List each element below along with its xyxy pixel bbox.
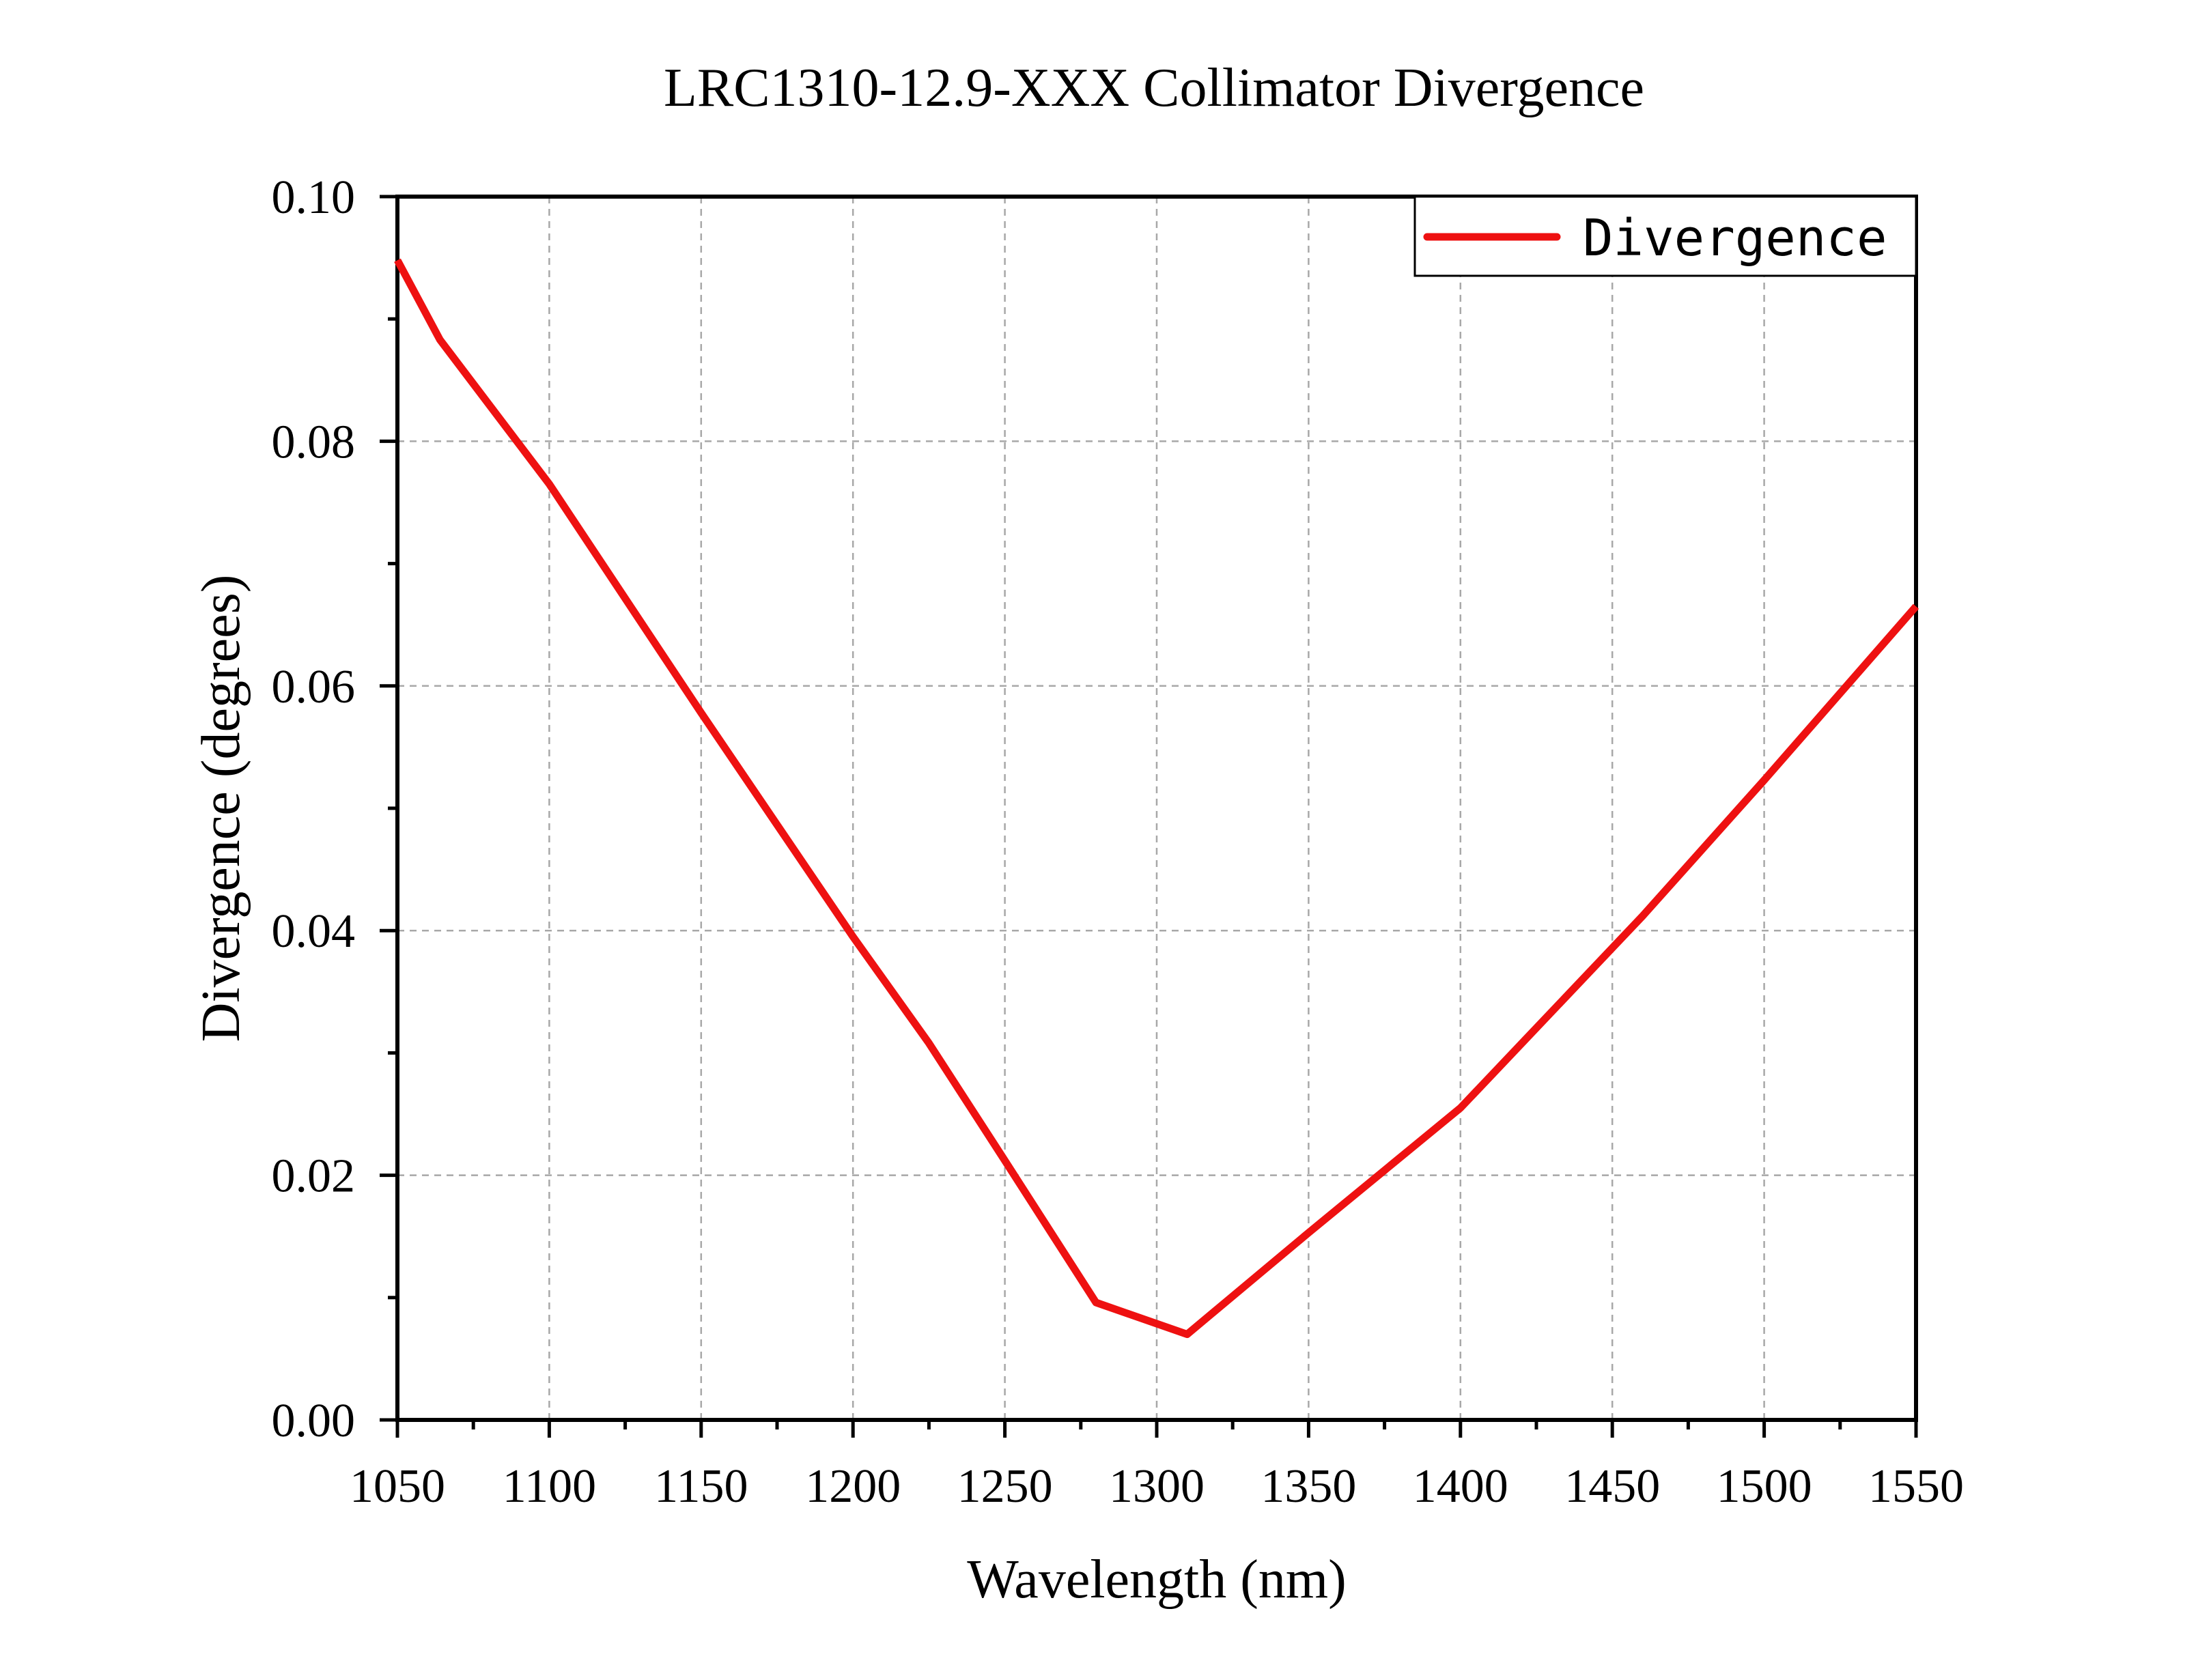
grid-lines — [397, 197, 1916, 1420]
major-ticks — [380, 195, 1918, 1438]
x-tick-label: 1300 — [1109, 1460, 1205, 1513]
x-tick-label: 1350 — [1261, 1460, 1356, 1513]
plot-frame — [395, 195, 1918, 1422]
series-layer — [394, 258, 1919, 1339]
chart-title: LRC1310-12.9-XXX Collimator Divergence — [664, 58, 1644, 118]
x-tick-label: 1250 — [957, 1460, 1053, 1513]
minor-ticks — [388, 317, 1842, 1429]
x-tick-label: 1550 — [1868, 1460, 1964, 1513]
x-tick-label: 1500 — [1717, 1460, 1812, 1513]
legend: Divergence — [1413, 195, 1917, 277]
y-tick-label: 0.00 — [272, 1395, 356, 1447]
series-line-divergence — [394, 258, 1919, 1339]
legend-label: Divergence — [1583, 209, 1887, 268]
y-tick-label: 0.02 — [272, 1150, 356, 1203]
y-tick-label: 0.06 — [272, 661, 356, 713]
x-tick-label: 1150 — [654, 1460, 748, 1513]
y-tick-label: 0.10 — [272, 171, 356, 224]
x-axis-label: Wavelength (nm) — [967, 1550, 1347, 1610]
y-tick-labels: 0.00 0.02 0.04 0.06 0.08 0.10 — [272, 171, 356, 1447]
x-tick-label: 1400 — [1413, 1460, 1508, 1513]
x-tick-label: 1450 — [1564, 1460, 1660, 1513]
x-tick-label: 1100 — [503, 1460, 596, 1513]
y-tick-label: 0.04 — [272, 905, 356, 958]
y-tick-label: 0.08 — [272, 416, 356, 468]
x-tick-labels: 1050 1100 1150 1200 1250 1300 1350 1400 1450 1500… — [350, 1460, 1964, 1513]
y-axis-label: Divergence (degrees) — [191, 575, 251, 1042]
x-tick-label: 1050 — [350, 1460, 445, 1513]
x-tick-label: 1200 — [805, 1460, 901, 1513]
